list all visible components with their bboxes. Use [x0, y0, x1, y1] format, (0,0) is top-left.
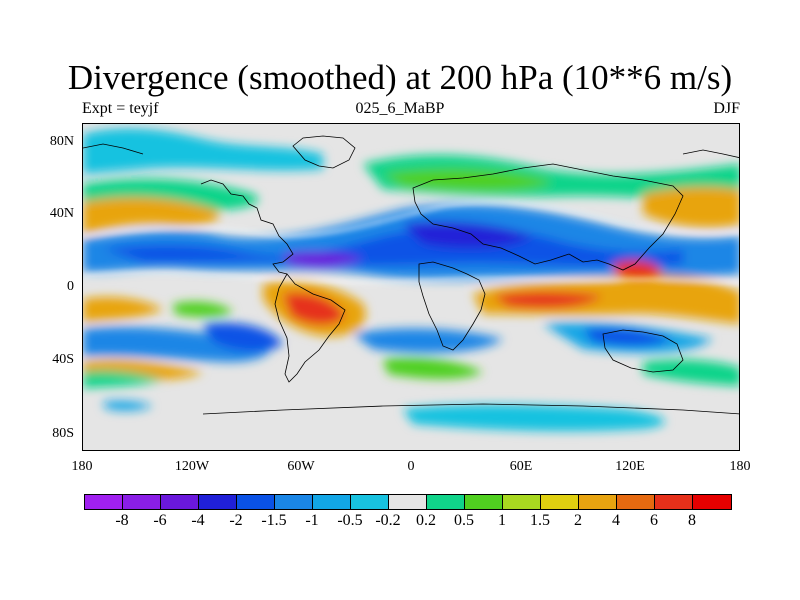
- lat-label: 80S: [52, 426, 74, 441]
- colorbar: [84, 494, 732, 510]
- colorbar-swatch: [351, 495, 389, 509]
- lon-label: 180: [71, 459, 93, 474]
- colorbar-swatch: [237, 495, 275, 509]
- colorbar-swatch: [693, 495, 731, 509]
- lon-label: 120W: [174, 459, 210, 474]
- lon-label: 60W: [287, 459, 315, 474]
- colorbar-label: -0.2: [375, 512, 401, 529]
- colorbar-swatch: [541, 495, 579, 509]
- lat-label: 80N: [49, 134, 74, 149]
- plot-title: Divergence (smoothed) at 200 hPa (10**6 …: [67, 58, 733, 97]
- colorbar-label: -2: [229, 512, 243, 529]
- lat-label: 0: [67, 279, 74, 294]
- lon-label: 0: [407, 459, 415, 474]
- colorbar-label: 4: [612, 512, 620, 529]
- colorbar-swatch: [655, 495, 693, 509]
- colorbar-swatch: [161, 495, 199, 509]
- colorbar-swatch: [427, 495, 465, 509]
- colorbar-swatch: [579, 495, 617, 509]
- colorbar-label: 8: [688, 512, 696, 529]
- experiment-label: Expt = teyjf: [82, 100, 159, 117]
- lat-label: 40S: [52, 352, 74, 367]
- colorbar-swatch: [313, 495, 351, 509]
- colorbar-swatch: [199, 495, 237, 509]
- colorbar-label: -6: [153, 512, 167, 529]
- colorbar-swatch: [503, 495, 541, 509]
- colorbar-label: -0.5: [337, 512, 363, 529]
- lon-label: 120E: [615, 459, 645, 474]
- colorbar-label: 1: [498, 512, 506, 529]
- colorbar-label: 1.5: [530, 512, 550, 529]
- map-field: [83, 124, 739, 450]
- colorbar-label: 0.2: [416, 512, 436, 529]
- colorbar-swatch: [389, 495, 427, 509]
- colorbar-label: -4: [191, 512, 205, 529]
- colorbar-swatch: [275, 495, 313, 509]
- colorbar-label: 0.5: [454, 512, 474, 529]
- lon-label: 180: [729, 459, 751, 474]
- colorbar-swatch: [617, 495, 655, 509]
- lat-label: 40N: [49, 206, 74, 221]
- divergence-map: [82, 123, 740, 451]
- colorbar-label: -1: [305, 512, 319, 529]
- colorbar-label: -1.5: [261, 512, 287, 529]
- colorbar-swatch: [465, 495, 503, 509]
- colorbar-swatch: [85, 495, 123, 509]
- colorbar-label: -8: [115, 512, 129, 529]
- colorbar-label: 2: [574, 512, 582, 529]
- period-label: 025_6_MaBP: [355, 100, 445, 117]
- colorbar-swatch: [123, 495, 161, 509]
- lon-label: 60E: [509, 459, 533, 474]
- season-label: DJF: [713, 100, 740, 117]
- colorbar-label: 6: [650, 512, 658, 529]
